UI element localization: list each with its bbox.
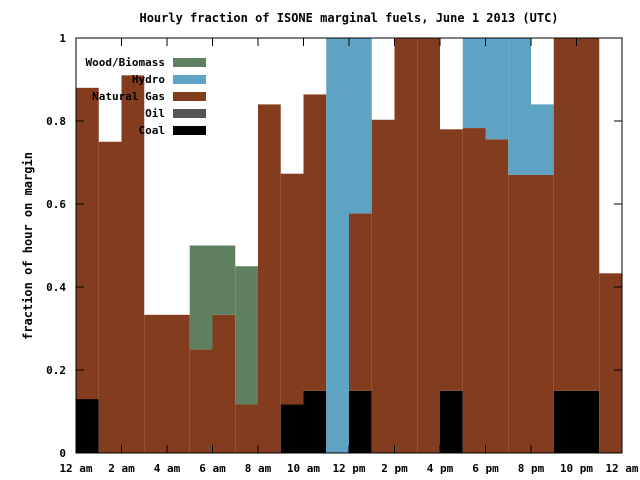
legend-label: Oil [145, 107, 165, 120]
bar-natural-gas [167, 314, 190, 453]
bar-natural-gas [144, 314, 167, 453]
x-tick-label: 10 am [287, 462, 320, 475]
bar-coal [349, 390, 372, 453]
x-tick-label: 6 am [199, 462, 226, 475]
legend-label: Natural Gas [92, 90, 165, 103]
bar-hydro [462, 38, 486, 129]
x-tick-label: 4 am [154, 462, 181, 475]
bar-natural-gas [417, 38, 440, 453]
bar-coal [440, 390, 463, 453]
bar-natural-gas [531, 174, 554, 453]
bar-natural-gas [76, 87, 99, 400]
bar-coal [76, 399, 99, 453]
bar-natural-gas [98, 141, 122, 453]
bar-wood-biomass [235, 266, 258, 405]
bar-natural-gas [462, 128, 486, 453]
legend-swatch [173, 75, 206, 84]
bar-natural-gas [258, 104, 281, 454]
bar-natural-gas [235, 404, 258, 453]
bar-coal [553, 390, 577, 453]
bar-hydro [326, 38, 349, 453]
y-tick-label: 0 [59, 447, 66, 460]
legend-label: Wood/Biomass [86, 56, 165, 69]
bar-natural-gas [440, 129, 463, 391]
bar-natural-gas [189, 349, 213, 453]
legend-swatch [173, 126, 206, 135]
bar-wood-biomass [212, 245, 236, 315]
bar-hydro [485, 38, 509, 140]
bar-natural-gas [121, 75, 145, 453]
bar-coal [576, 390, 600, 453]
y-tick-label: 0.2 [46, 364, 66, 377]
legend-swatch [173, 58, 206, 67]
bar-hydro [531, 104, 554, 175]
bar-wood-biomass [189, 245, 213, 350]
y-tick-label: 0.8 [46, 115, 66, 128]
bar-coal [280, 404, 304, 453]
x-tick-label: 4 pm [427, 462, 454, 475]
y-axis-ticks: 0 0.2 0.4 0.6 0.8 1 [46, 32, 622, 460]
x-tick-label: 12 am [59, 462, 92, 475]
legend-swatch [173, 92, 206, 101]
bar-natural-gas [485, 139, 509, 453]
x-tick-label: 6 pm [472, 462, 499, 475]
legend-swatch [173, 109, 206, 118]
y-tick-label: 0.6 [46, 198, 66, 211]
bar-coal [303, 390, 327, 453]
x-tick-label: 10 pm [560, 462, 593, 475]
legend-label: Coal [139, 124, 166, 137]
bar-natural-gas [371, 119, 395, 453]
bar-hydro [349, 38, 372, 214]
x-tick-label: 12 pm [332, 462, 365, 475]
bar-natural-gas [212, 314, 236, 453]
x-tick-label: 12 am [605, 462, 638, 475]
x-tick-label: 8 am [245, 462, 272, 475]
bar-hydro [508, 38, 531, 175]
bar-natural-gas [576, 38, 600, 391]
bar-natural-gas [553, 38, 577, 391]
bar-natural-gas [280, 173, 304, 405]
x-axis-ticks: 12 am 2 am 4 am 6 am 8 am 10 am 12 pm 2 pm 4 pm 6… [59, 38, 639, 475]
y-tick-label: 0.4 [46, 281, 66, 294]
chart-title: Hourly fraction of ISONE marginal fuels,… [139, 11, 558, 25]
x-tick-label: 2 am [108, 462, 135, 475]
bar-natural-gas [599, 273, 622, 453]
x-tick-label: 2 pm [381, 462, 408, 475]
bar-natural-gas [349, 213, 372, 391]
bar-natural-gas [394, 38, 418, 453]
bar-natural-gas [508, 174, 531, 453]
bar-natural-gas [303, 94, 327, 391]
y-tick-label: 1 [59, 32, 66, 45]
y-axis-label: fraction of hour on margin [21, 152, 35, 340]
bars-layer [76, 38, 622, 454]
x-tick-label: 8 pm [518, 462, 545, 475]
legend: Wood/Biomass Hydro Natural Gas Oil Coal [86, 56, 206, 137]
legend-label: Hydro [132, 73, 165, 86]
